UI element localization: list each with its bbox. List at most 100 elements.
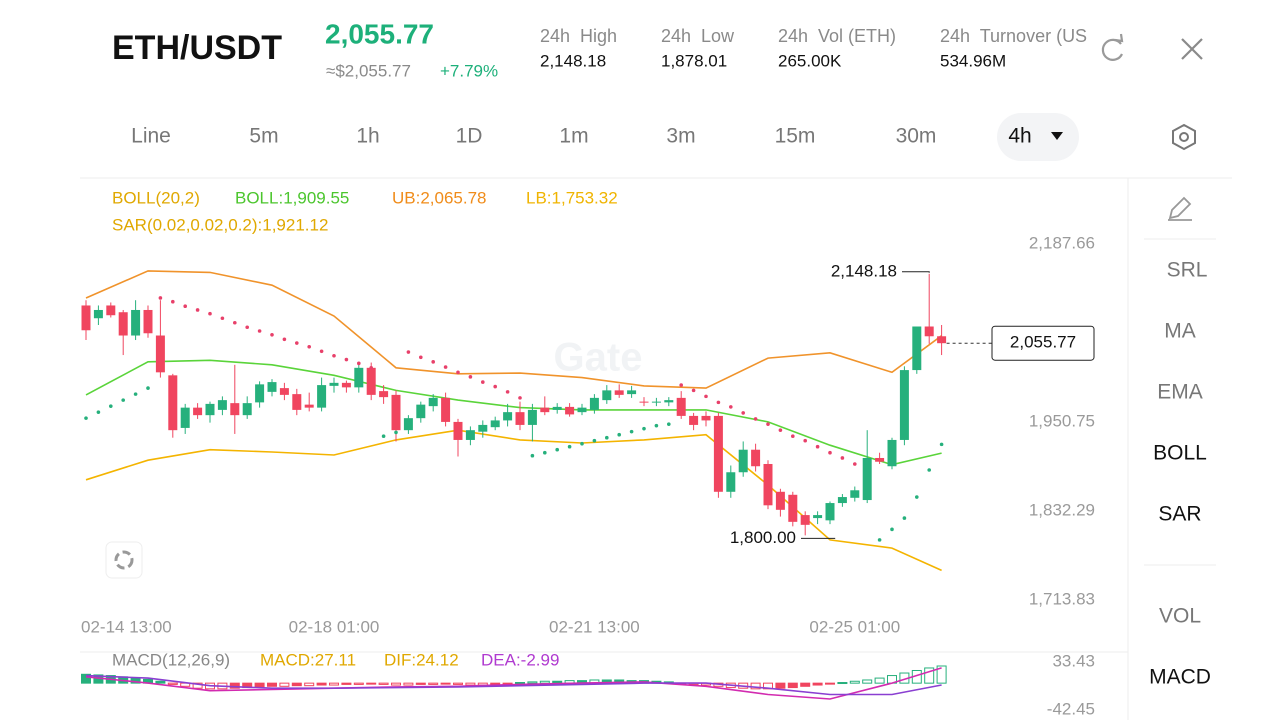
x-tick-label: 02-14 13:00	[81, 617, 172, 636]
sar-dot	[245, 325, 249, 330]
macd-bar	[279, 682, 290, 687]
sar-dot	[518, 396, 522, 400]
macd-bar	[849, 680, 860, 684]
macd-bar	[366, 682, 377, 685]
sar-dot	[729, 405, 733, 409]
macd-bar	[490, 682, 501, 685]
sar-dot	[815, 444, 820, 449]
settings[interactable]	[1172, 123, 1196, 151]
reset-icon	[114, 550, 134, 570]
candle-body	[180, 407, 190, 428]
last-price-label: 2,055.77	[1010, 333, 1076, 352]
macd-bar	[391, 682, 401, 686]
macd-bar	[304, 682, 315, 687]
macd-bar	[329, 682, 339, 686]
tab[interactable]: 1m	[559, 125, 588, 148]
legend-sar: SAR(0.02,0.02,0.2):1,921.12	[112, 215, 328, 234]
stat-label: 24h Low	[661, 26, 735, 46]
tool[interactable]: MA	[1164, 320, 1196, 343]
tab[interactable]: 1D	[456, 125, 483, 148]
stat-value: 534.96M	[940, 51, 1006, 70]
candle-body	[341, 382, 351, 388]
macd-bar	[267, 682, 277, 687]
macd-bar	[837, 682, 848, 685]
sar-dot	[840, 456, 845, 460]
candle-body	[416, 404, 426, 419]
sar-dot	[530, 453, 535, 458]
candle-body	[217, 400, 227, 410]
candle-body	[242, 403, 252, 416]
macd-bar	[862, 679, 873, 684]
sar-dot	[109, 404, 113, 408]
candle-body	[453, 421, 463, 440]
macd-bar	[428, 682, 439, 685]
stat-value: 1,878.01	[661, 51, 727, 70]
tool[interactable]: BOLL	[1153, 442, 1207, 465]
sar-dot	[803, 438, 807, 443]
sar-dot	[468, 375, 473, 379]
sar-dot	[716, 400, 721, 405]
tab[interactable]: 15m	[775, 125, 816, 148]
close[interactable]	[1181, 38, 1203, 60]
candle-body	[627, 390, 637, 395]
tab[interactable]: 4h	[1008, 125, 1031, 148]
macd-bar	[353, 682, 364, 685]
tab[interactable]: 1h	[356, 125, 379, 148]
macd-bar	[515, 682, 525, 685]
macd-bar	[936, 665, 947, 684]
macd-bar	[812, 682, 823, 686]
sar-dot	[915, 495, 919, 499]
refresh-arc	[1101, 38, 1124, 61]
tool[interactable]: VOL	[1159, 605, 1201, 628]
candle-body	[230, 403, 240, 416]
candle-body	[887, 439, 897, 467]
sar-dot	[195, 308, 200, 312]
tab[interactable]: 30m	[896, 125, 937, 148]
sar-dot	[865, 468, 869, 472]
sar-dot	[592, 438, 597, 443]
macd-bar	[440, 682, 451, 685]
tool[interactable]: MACD	[1149, 666, 1211, 689]
draw-tool[interactable]	[1168, 196, 1192, 221]
sar-dot	[233, 320, 237, 325]
candle-body	[465, 430, 475, 440]
sar-dot	[96, 410, 101, 414]
tool[interactable]: EMA	[1157, 381, 1203, 404]
plot	[81, 270, 947, 572]
high-label: 2,148.18	[831, 261, 897, 280]
refresh-arrow	[1114, 33, 1124, 43]
candle-body	[862, 457, 872, 501]
candle-body	[850, 490, 860, 498]
candle-body	[391, 394, 401, 431]
tab[interactable]: Line	[131, 125, 171, 148]
candle-body	[763, 463, 773, 506]
tab[interactable]: 5m	[249, 125, 278, 148]
macd-bar	[415, 682, 426, 685]
sar-dot	[456, 370, 460, 375]
candle-body	[651, 401, 661, 403]
sar-dot	[133, 392, 138, 396]
reset-button[interactable]	[105, 541, 143, 579]
pair: ETH/USDT	[112, 29, 282, 67]
candle-body	[81, 305, 91, 331]
tool[interactable]: SAR	[1158, 503, 1201, 526]
sar-dot	[704, 394, 708, 399]
refresh[interactable]	[1101, 33, 1124, 61]
candle-body	[205, 403, 215, 416]
sar-dot	[443, 365, 448, 369]
candle-body	[503, 412, 513, 421]
legend-dif: DIF:24.12	[384, 650, 459, 669]
legend-macd-value: MACD:27.11	[260, 650, 356, 669]
macd-bar	[750, 682, 761, 690]
candle-body	[664, 400, 674, 403]
candle-body	[168, 375, 178, 431]
candle-body	[193, 407, 203, 416]
tab[interactable]: 3m	[666, 125, 695, 148]
sar-dot	[642, 426, 646, 431]
sar-dot	[766, 422, 770, 426]
candle-body	[813, 515, 823, 519]
tool[interactable]: SRL	[1167, 259, 1208, 282]
sar-dot	[505, 390, 510, 394]
macd-bar	[539, 680, 550, 684]
sar-dot	[927, 468, 931, 472]
